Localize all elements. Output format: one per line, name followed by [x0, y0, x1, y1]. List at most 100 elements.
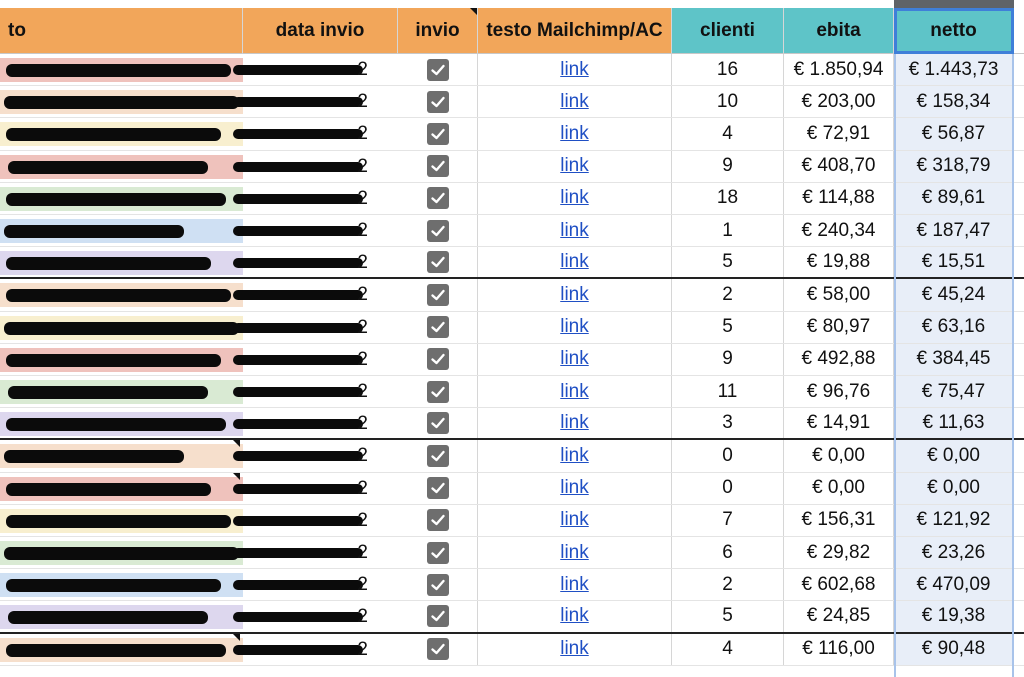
ebitda-cell[interactable]: € 1.850,94 — [784, 54, 894, 86]
sent-checkbox[interactable] — [426, 444, 449, 467]
template-link[interactable]: link — [560, 444, 589, 466]
send-date-cell[interactable]: 2 — [233, 183, 398, 214]
net-cell[interactable]: € 318,79 — [894, 150, 1014, 182]
template-link[interactable]: link — [560, 283, 589, 305]
header-ebitda[interactable]: ebita — [784, 8, 894, 54]
template-link[interactable]: link — [560, 605, 589, 627]
recipient-cell-redacted[interactable] — [0, 573, 243, 598]
header-template[interactable]: testo Mailchimp/AC — [478, 8, 672, 54]
table-row[interactable]: 2 link 1 € 240,34 € 187,47 — [0, 215, 1024, 248]
net-cell[interactable]: € 90,48 — [894, 633, 1014, 665]
template-link[interactable]: link — [560, 58, 589, 80]
template-link[interactable]: link — [560, 573, 589, 595]
recipient-cell-redacted[interactable] — [0, 637, 243, 662]
recipient-cell-redacted[interactable] — [0, 605, 243, 630]
send-date-cell[interactable]: 2 — [233, 312, 398, 343]
template-link[interactable]: link — [560, 348, 589, 370]
send-date-cell[interactable]: 2 — [233, 118, 398, 149]
table-row[interactable]: 2 link 2 € 58,00 € 45,24 — [0, 279, 1024, 312]
template-link[interactable]: link — [560, 541, 589, 563]
clients-cell[interactable]: 18 — [672, 182, 784, 214]
sent-checkbox[interactable] — [426, 477, 449, 500]
send-date-cell[interactable]: 2 — [233, 569, 398, 600]
sent-checkbox[interactable] — [426, 509, 449, 532]
clients-cell[interactable]: 7 — [672, 504, 784, 536]
clients-cell[interactable]: 16 — [672, 54, 784, 86]
sent-checkbox[interactable] — [426, 283, 449, 306]
recipient-cell-redacted[interactable] — [0, 476, 243, 501]
recipient-cell-redacted[interactable] — [0, 347, 243, 372]
clients-cell[interactable]: 4 — [672, 118, 784, 150]
table-row[interactable]: 2 link 5 € 19,88 € 15,51 — [0, 247, 1024, 280]
net-cell[interactable]: € 0,00 — [894, 472, 1014, 504]
sent-checkbox[interactable] — [426, 348, 449, 371]
ebitda-cell[interactable]: € 19,88 — [784, 247, 894, 278]
net-cell[interactable]: € 121,92 — [894, 504, 1014, 536]
net-cell[interactable]: € 384,45 — [894, 343, 1014, 375]
sent-checkbox[interactable] — [426, 316, 449, 339]
send-date-cell[interactable]: 2 — [233, 247, 398, 277]
send-date-cell[interactable]: 2 — [233, 344, 398, 375]
ebitda-cell[interactable]: € 24,85 — [784, 601, 894, 632]
recipient-cell-redacted[interactable] — [0, 541, 243, 565]
template-link[interactable]: link — [560, 380, 589, 402]
clients-cell[interactable]: 0 — [672, 472, 784, 504]
header-net[interactable]: netto — [894, 8, 1014, 54]
ebitda-cell[interactable]: € 58,00 — [784, 279, 894, 311]
ebitda-cell[interactable]: € 156,31 — [784, 504, 894, 536]
net-cell[interactable]: € 0,00 — [894, 440, 1014, 472]
ebitda-cell[interactable]: € 96,76 — [784, 376, 894, 408]
net-cell[interactable]: € 11,63 — [894, 408, 1014, 439]
send-date-cell[interactable]: 2 — [233, 505, 398, 536]
template-link[interactable]: link — [560, 90, 589, 112]
net-cell[interactable]: € 187,47 — [894, 215, 1014, 247]
send-date-cell[interactable]: 2 — [233, 279, 398, 310]
table-row[interactable]: 2 link 0 € 0,00 € 0,00 — [0, 440, 1024, 473]
send-date-cell[interactable]: 2 — [233, 215, 398, 246]
recipient-cell-redacted[interactable] — [0, 380, 243, 404]
ebitda-cell[interactable]: € 0,00 — [784, 472, 894, 504]
template-link[interactable]: link — [560, 412, 589, 434]
table-row[interactable]: 2 link 6 € 29,82 € 23,26 — [0, 537, 1024, 570]
ebitda-cell[interactable]: € 0,00 — [784, 440, 894, 472]
clients-cell[interactable]: 5 — [672, 247, 784, 278]
clients-cell[interactable]: 3 — [672, 408, 784, 439]
template-link[interactable]: link — [560, 251, 589, 273]
template-link[interactable]: link — [560, 155, 589, 177]
sent-checkbox[interactable] — [426, 187, 449, 210]
send-date-cell[interactable]: 2 — [233, 633, 398, 665]
send-date-cell[interactable]: 2 — [233, 408, 398, 438]
clients-cell[interactable]: 6 — [672, 537, 784, 569]
clients-cell[interactable]: 11 — [672, 376, 784, 408]
ebitda-cell[interactable]: € 72,91 — [784, 118, 894, 150]
sent-checkbox[interactable] — [426, 219, 449, 242]
net-cell[interactable]: € 19,38 — [894, 601, 1014, 632]
net-cell[interactable]: € 63,16 — [894, 311, 1014, 343]
net-cell[interactable]: € 1.443,73 — [894, 54, 1014, 86]
send-date-cell[interactable]: 2 — [233, 86, 398, 117]
recipient-cell-redacted[interactable] — [0, 90, 243, 115]
template-link[interactable]: link — [560, 122, 589, 144]
sent-checkbox[interactable] — [426, 251, 449, 274]
send-date-cell[interactable]: 2 — [233, 440, 398, 471]
ebitda-cell[interactable]: € 408,70 — [784, 150, 894, 182]
table-row[interactable]: 2 link 3 € 14,91 € 11,63 — [0, 408, 1024, 441]
net-cell[interactable]: € 158,34 — [894, 86, 1014, 118]
sent-checkbox[interactable] — [426, 573, 449, 596]
send-date-cell[interactable]: 2 — [233, 537, 398, 568]
template-link[interactable]: link — [560, 187, 589, 209]
clients-cell[interactable]: 5 — [672, 601, 784, 632]
table-row[interactable]: 2 link 18 € 114,88 € 89,61 — [0, 182, 1024, 215]
ebitda-cell[interactable]: € 602,68 — [784, 569, 894, 601]
table-row[interactable]: 2 link 10 € 203,00 € 158,34 — [0, 86, 1024, 119]
header-recipient[interactable]: to — [0, 8, 243, 54]
recipient-cell-redacted[interactable] — [0, 444, 243, 469]
sent-checkbox[interactable] — [426, 155, 449, 178]
clients-cell[interactable]: 2 — [672, 279, 784, 311]
net-cell[interactable]: € 15,51 — [894, 247, 1014, 278]
ebitda-cell[interactable]: € 14,91 — [784, 408, 894, 439]
table-row[interactable]: 2 link 0 € 0,00 € 0,00 — [0, 472, 1024, 505]
header-clients[interactable]: clienti — [672, 8, 784, 54]
ebitda-cell[interactable]: € 29,82 — [784, 537, 894, 569]
sent-checkbox[interactable] — [426, 412, 449, 435]
